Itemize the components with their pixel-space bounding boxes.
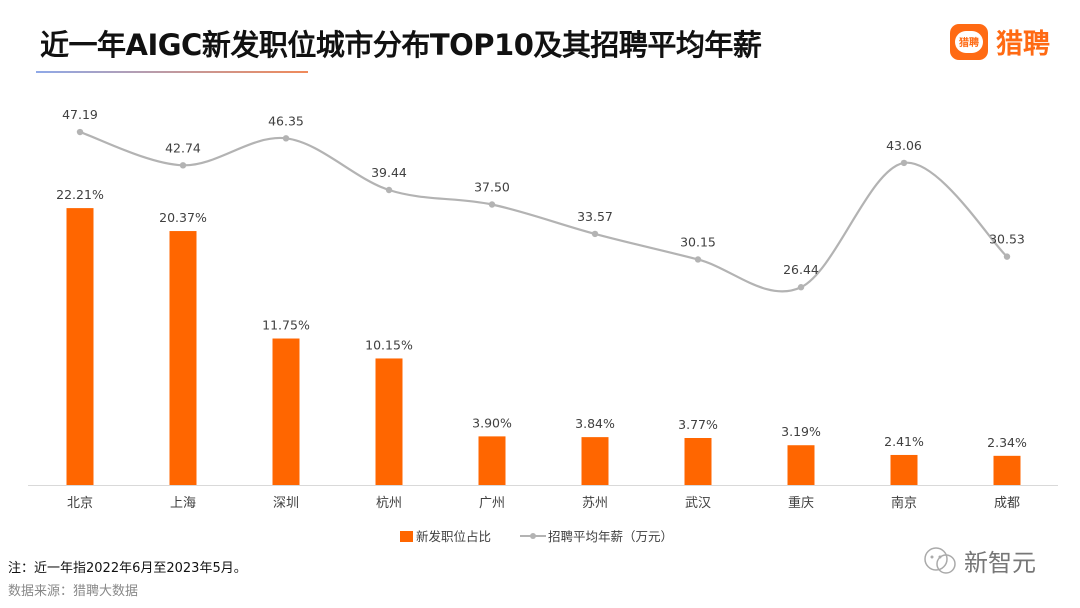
line-point [488,201,496,208]
bar-label: 10.15% [365,337,413,352]
wechat-icon [924,546,956,574]
x-tick-label: 杭州 [376,496,402,511]
bar [890,454,918,485]
line-label: 30.53 [989,232,1025,247]
line-point [694,256,702,263]
line-point [385,186,393,194]
bar-label: 2.41% [884,434,924,449]
data-source: 数据来源：猎聘大数据 [8,584,139,599]
footnote: 注：近一年指2022年6月至2023年5月。 [8,561,247,576]
x-tick-label: 重庆 [788,495,814,511]
bar-label: 3.84% [575,416,615,431]
bar [478,436,506,485]
legend-line-label: 招聘平均年薪（万元） [548,529,673,544]
bar [684,438,712,485]
line-point [179,162,187,169]
bar-label: 3.90% [472,415,512,430]
line-point [1003,253,1011,260]
line-label: 47.19 [62,107,98,122]
line-point [282,135,290,142]
legend-bar-label: 新发职位占比 [416,529,491,544]
bar-label: 2.34% [987,435,1027,450]
bar [66,208,94,485]
line-label: 42.74 [165,140,201,155]
line-label: 30.15 [680,234,716,249]
chart-title: 近一年AIGC新发职位城市分布TOP10及其招聘平均年薪 [40,28,762,62]
bar [169,231,197,485]
bar [787,445,815,485]
line-label: 26.44 [783,262,819,277]
x-tick-label: 深圳 [273,496,299,511]
liepin-logo: 猎聘 猎聘 [950,22,1050,61]
x-tick-label: 武汉 [685,496,711,511]
line-label: 33.57 [577,209,613,224]
watermark: 新智元 [920,543,1036,578]
x-tick-label: 苏州 [582,495,608,511]
bar-label: 3.77% [678,417,718,432]
line-label: 43.06 [886,138,922,153]
x-tick-label: 北京 [67,496,93,511]
line-label: 46.35 [268,113,304,128]
title-underline [36,71,308,73]
logo-bubble: 猎聘 [955,30,983,53]
legend-line-marker [530,533,536,539]
watermark-text: 新智元 [964,549,1036,577]
x-tick-label: 上海 [170,496,196,511]
bar-label: 11.75% [262,318,310,333]
salary-line [79,130,1008,293]
bar-label: 22.21% [56,187,104,202]
x-tick-label: 广州 [479,496,505,511]
line-point [76,128,84,136]
legend: 新发职位占比 招聘平均年薪（万元） [400,529,673,544]
bar-label: 3.19% [781,424,821,439]
bar [375,358,403,485]
line-label: 39.44 [371,165,407,180]
bar [581,437,609,485]
line-point [797,284,805,291]
line-label: 37.50 [474,180,510,195]
bar [272,338,300,485]
x-tick-label: 南京 [891,495,917,511]
legend-bar-swatch [400,531,413,542]
bar [993,455,1021,485]
logo-text: 猎聘 [996,29,1050,60]
x-tick-label: 成都 [994,496,1020,511]
line-point [900,159,908,167]
logo-icon: 猎聘 [950,23,988,60]
line-point [591,230,599,238]
bar-label: 20.37% [159,210,207,225]
